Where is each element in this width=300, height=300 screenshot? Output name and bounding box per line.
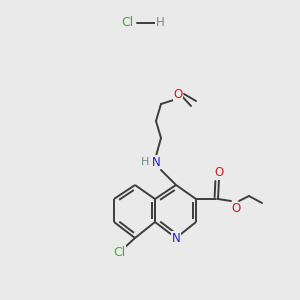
Text: O: O <box>173 88 183 100</box>
Text: Cl: Cl <box>113 245 125 259</box>
Text: H: H <box>141 157 149 167</box>
Text: H: H <box>156 16 164 29</box>
Text: Cl: Cl <box>121 16 133 29</box>
Text: N: N <box>152 155 160 169</box>
Text: O: O <box>231 202 241 215</box>
Text: N: N <box>172 232 180 244</box>
Text: O: O <box>214 167 224 179</box>
